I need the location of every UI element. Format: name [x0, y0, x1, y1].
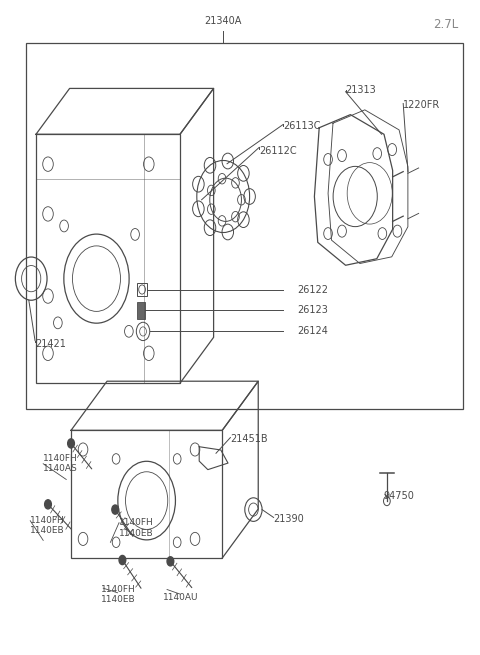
Text: 1140FH
1140AS: 1140FH 1140AS: [43, 454, 78, 474]
Text: 1140FH
1140EB: 1140FH 1140EB: [119, 518, 154, 538]
Text: 21451B: 21451B: [230, 434, 268, 444]
Text: 2.7L: 2.7L: [433, 18, 458, 31]
Circle shape: [119, 555, 126, 565]
Text: 26124: 26124: [298, 326, 328, 337]
Bar: [137, 302, 145, 319]
Text: 21390: 21390: [274, 514, 304, 524]
Text: 26122: 26122: [298, 284, 329, 295]
Bar: [137, 283, 147, 296]
Text: 1220FR: 1220FR: [403, 100, 441, 110]
Text: 21340A: 21340A: [204, 16, 242, 26]
Circle shape: [112, 505, 119, 514]
Circle shape: [68, 439, 74, 448]
Text: 21313: 21313: [346, 85, 376, 96]
Text: 21421: 21421: [35, 339, 66, 349]
Bar: [26, 43, 463, 409]
Circle shape: [45, 500, 51, 509]
Text: 94750: 94750: [383, 491, 414, 502]
Text: 1140FH
1140EB: 1140FH 1140EB: [30, 515, 65, 535]
Text: 26123: 26123: [298, 305, 328, 316]
Text: 1140AU: 1140AU: [163, 593, 199, 602]
Text: 26113C: 26113C: [283, 121, 321, 131]
Text: 1140FH
1140EB: 1140FH 1140EB: [101, 585, 135, 605]
Circle shape: [167, 557, 174, 566]
Text: 26112C: 26112C: [259, 145, 297, 156]
